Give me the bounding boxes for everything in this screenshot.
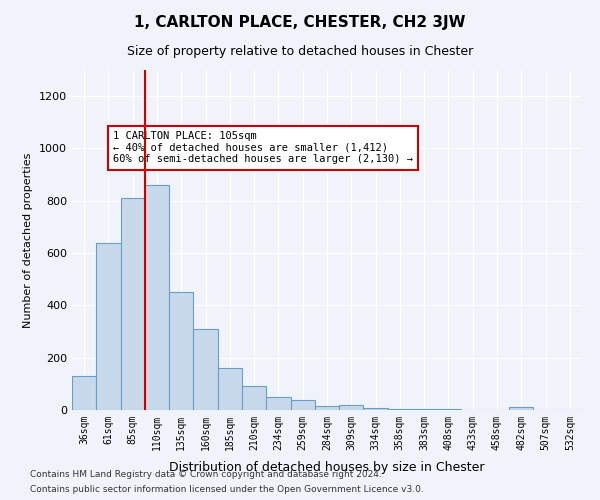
Bar <box>193 329 218 410</box>
Bar <box>169 292 193 410</box>
Bar <box>121 198 145 410</box>
Bar <box>364 408 388 410</box>
Bar <box>290 400 315 410</box>
Bar <box>96 242 121 410</box>
Y-axis label: Number of detached properties: Number of detached properties <box>23 152 34 328</box>
Bar <box>315 406 339 410</box>
Bar <box>339 405 364 410</box>
Text: 1 CARLTON PLACE: 105sqm
← 40% of detached houses are smaller (1,412)
60% of semi: 1 CARLTON PLACE: 105sqm ← 40% of detache… <box>113 131 413 164</box>
Bar <box>218 368 242 410</box>
Text: Contains HM Land Registry data © Crown copyright and database right 2024.: Contains HM Land Registry data © Crown c… <box>30 470 382 479</box>
Text: 1, CARLTON PLACE, CHESTER, CH2 3JW: 1, CARLTON PLACE, CHESTER, CH2 3JW <box>134 15 466 30</box>
Bar <box>436 409 461 410</box>
Bar <box>266 397 290 410</box>
X-axis label: Distribution of detached houses by size in Chester: Distribution of detached houses by size … <box>169 461 485 474</box>
Bar <box>412 408 436 410</box>
Bar <box>145 185 169 410</box>
Text: Size of property relative to detached houses in Chester: Size of property relative to detached ho… <box>127 45 473 58</box>
Bar <box>388 408 412 410</box>
Text: Contains public sector information licensed under the Open Government Licence v3: Contains public sector information licen… <box>30 485 424 494</box>
Bar <box>242 386 266 410</box>
Bar <box>72 376 96 410</box>
Bar <box>509 408 533 410</box>
